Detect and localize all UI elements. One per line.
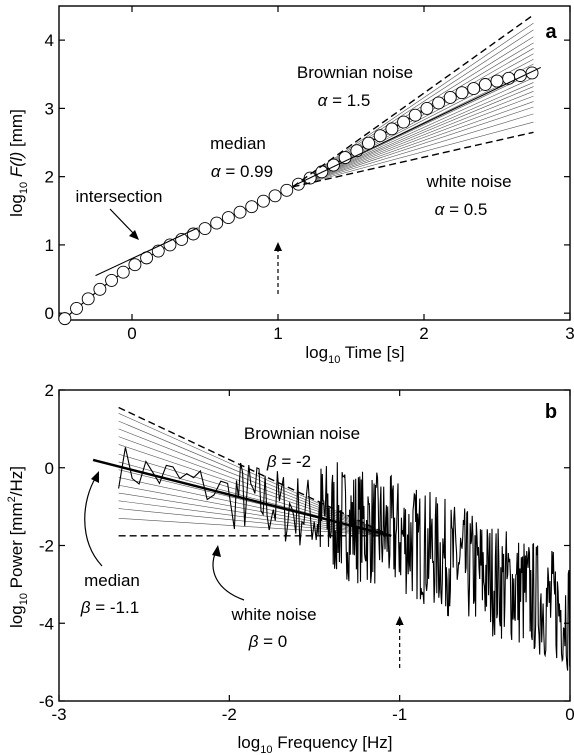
data-point bbox=[467, 82, 481, 96]
data-point bbox=[198, 222, 212, 235]
annotation-white-b: white noise bbox=[230, 605, 316, 624]
dashed-arrow-a bbox=[274, 242, 282, 294]
annotation-brownian-a: Brownian noise bbox=[297, 63, 413, 82]
x-axis-label-a: log10 Time [s] bbox=[305, 343, 404, 366]
annotation-brownian-b: Brownian noise bbox=[244, 424, 360, 443]
fit-line bbox=[292, 113, 534, 188]
data-point bbox=[81, 292, 95, 306]
x-tick-label: 0 bbox=[127, 324, 136, 343]
x-tick-label: 0 bbox=[565, 705, 574, 724]
series-a bbox=[58, 14, 542, 326]
fit-line-solid bbox=[95, 227, 198, 277]
y-tick-label: 1 bbox=[45, 236, 54, 255]
data-point bbox=[490, 74, 504, 88]
data-point bbox=[221, 211, 235, 225]
y-tick-label: 4 bbox=[45, 31, 54, 50]
x-tick-label: 2 bbox=[419, 324, 428, 343]
annotation-brownian-beta: β = -2 bbox=[266, 452, 311, 471]
fit-line bbox=[292, 106, 534, 188]
data-point bbox=[116, 265, 130, 279]
annotation-median-alpha: α = 0.99 bbox=[211, 162, 273, 181]
fit-line bbox=[292, 72, 534, 188]
data-point bbox=[268, 189, 282, 203]
annotation-white-alpha: α = 0.5 bbox=[435, 200, 488, 219]
data-point bbox=[338, 151, 352, 164]
crossover-arrowhead bbox=[274, 242, 282, 251]
panel-label-a: a bbox=[545, 21, 557, 43]
crossover-arrowhead bbox=[395, 616, 404, 625]
data-point bbox=[373, 129, 387, 143]
data-point bbox=[385, 122, 399, 136]
white-arrow-b bbox=[212, 550, 245, 601]
data-point bbox=[280, 183, 294, 197]
data-point bbox=[408, 108, 422, 122]
x-axis-label-b: log10 Frequency [Hz] bbox=[238, 733, 393, 755]
data-point bbox=[455, 86, 469, 100]
y-tick-label: -4 bbox=[39, 614, 54, 633]
data-point bbox=[70, 301, 83, 315]
intersection-arrow bbox=[109, 208, 139, 240]
median-arrowhead-b bbox=[91, 471, 99, 483]
y-axis-label-a: log10 F(l) [mm] bbox=[7, 109, 30, 217]
power-spectrum-line bbox=[118, 447, 571, 671]
x-tick-label: -2 bbox=[222, 705, 237, 724]
y-tick-label: -2 bbox=[39, 537, 54, 556]
data-point bbox=[233, 205, 247, 219]
y-tick-label: 2 bbox=[45, 168, 54, 187]
x-tick-label: 3 bbox=[565, 324, 574, 343]
fit-line-solid bbox=[292, 66, 542, 187]
panel-label-b: b bbox=[545, 401, 557, 423]
data-point bbox=[245, 200, 259, 214]
data-point bbox=[478, 78, 492, 91]
plot-frame-a bbox=[58, 5, 571, 321]
data-point bbox=[256, 194, 270, 208]
x-tick-label: -1 bbox=[392, 705, 407, 724]
panel-a: 0 1 2 3 0 1 2 3 4 a log10 Time [s] log10 F(l) [m… bbox=[7, 5, 574, 366]
y-tick-label: 0 bbox=[45, 304, 54, 323]
reference-line-dashed bbox=[292, 131, 534, 188]
x-tick-label: -3 bbox=[51, 705, 66, 724]
annotation-intersection: intersection bbox=[76, 187, 163, 206]
fit-line bbox=[292, 121, 534, 188]
annotation-brownian-alpha: α = 1.5 bbox=[318, 91, 371, 110]
y-tick-label: 2 bbox=[45, 381, 54, 400]
reference-line-dashed bbox=[118, 406, 392, 537]
annotation-median-a: median bbox=[210, 134, 266, 153]
data-point bbox=[128, 258, 142, 272]
reference-line-dashed bbox=[292, 14, 534, 188]
median-arrow-b bbox=[84, 476, 103, 567]
y-axis-label-b: log10 Power [mm2/Hz] bbox=[6, 466, 30, 628]
axis-ticks-a: 0 1 2 3 0 1 2 3 4 bbox=[45, 6, 574, 343]
series-b bbox=[92, 406, 571, 671]
axis-ticks-b: -3 -2 -1 0 2 0 -2 -4 -6 bbox=[39, 381, 574, 724]
dashed-arrow-b bbox=[395, 616, 404, 668]
y-tick-label: -6 bbox=[39, 692, 54, 711]
white-arrowhead-b bbox=[212, 545, 221, 557]
fit-line bbox=[292, 95, 534, 188]
annotation-white-beta: β = 0 bbox=[248, 632, 288, 651]
data-point bbox=[420, 101, 434, 115]
data-point bbox=[362, 136, 375, 150]
y-tick-label: 0 bbox=[45, 459, 54, 478]
fit-line bbox=[292, 101, 534, 188]
panel-b: -3 -2 -1 0 2 0 -2 -4 -6 b log10 Frequency [Hz] l… bbox=[6, 381, 574, 755]
data-point bbox=[432, 96, 446, 110]
data-point bbox=[105, 273, 119, 287]
y-tick-label: 3 bbox=[45, 99, 54, 118]
data-point bbox=[58, 312, 72, 326]
data-point bbox=[443, 91, 457, 104]
data-point bbox=[525, 66, 539, 80]
data-point bbox=[93, 282, 107, 296]
data-point bbox=[210, 216, 224, 230]
data-point bbox=[397, 115, 411, 129]
annotation-white-a: white noise bbox=[425, 172, 511, 191]
x-tick-label: 1 bbox=[273, 324, 282, 343]
annotation-median-b: median bbox=[84, 571, 140, 590]
annotation-median-beta: β = -1.1 bbox=[80, 598, 139, 617]
